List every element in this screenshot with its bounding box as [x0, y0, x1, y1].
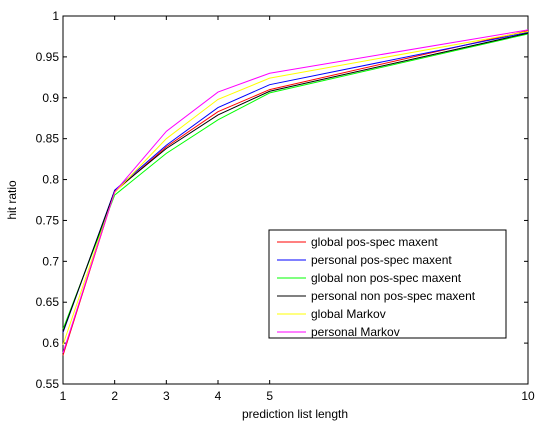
- y-tick-label: 0.6: [42, 336, 59, 350]
- y-tick-label: 0.7: [42, 254, 59, 268]
- y-tick-label: 0.95: [36, 50, 60, 64]
- x-tick-label: 10: [521, 389, 535, 403]
- series-lines: [62, 29, 529, 356]
- legend-label: personal Markov: [311, 325, 400, 339]
- legend-label: global pos-spec maxent: [311, 235, 438, 249]
- y-tick-label: 0.85: [36, 132, 60, 146]
- x-tick-label: 5: [266, 389, 273, 403]
- y-tick-label: 1: [52, 9, 59, 23]
- x-tick-label: 1: [60, 389, 67, 403]
- y-tick-label: 0.8: [42, 173, 59, 187]
- x-tick-label: 3: [163, 389, 170, 403]
- legend-label: global Markov: [311, 307, 386, 321]
- legend: global pos-spec maxent personal pos-spec …: [268, 229, 507, 339]
- y-tick-label: 0.65: [36, 295, 60, 309]
- series-line-4: [62, 32, 529, 332]
- x-axis-ticks: 1 2 3 4 5 10: [60, 16, 535, 403]
- y-axis-title: hit ratio: [5, 180, 19, 220]
- y-tick-label: 0.9: [42, 91, 59, 105]
- series-line-6: [62, 29, 529, 354]
- legend-label: personal pos-spec maxent: [311, 253, 452, 267]
- y-tick-label: 0.75: [36, 213, 60, 227]
- legend-label: global non pos-spec maxent: [311, 271, 462, 285]
- y-axis-ticks: 0.55 0.6 0.65 0.7 0.75 0.8 0.85 0.9 0.95 1: [36, 9, 528, 391]
- x-axis-title: prediction list length: [242, 407, 348, 421]
- legend-box: [268, 229, 507, 339]
- x-tick-label: 4: [215, 389, 222, 403]
- y-tick-label: 0.55: [36, 377, 60, 391]
- x-tick-label: 2: [111, 389, 118, 403]
- legend-label: personal non pos-spec maxent: [311, 289, 476, 303]
